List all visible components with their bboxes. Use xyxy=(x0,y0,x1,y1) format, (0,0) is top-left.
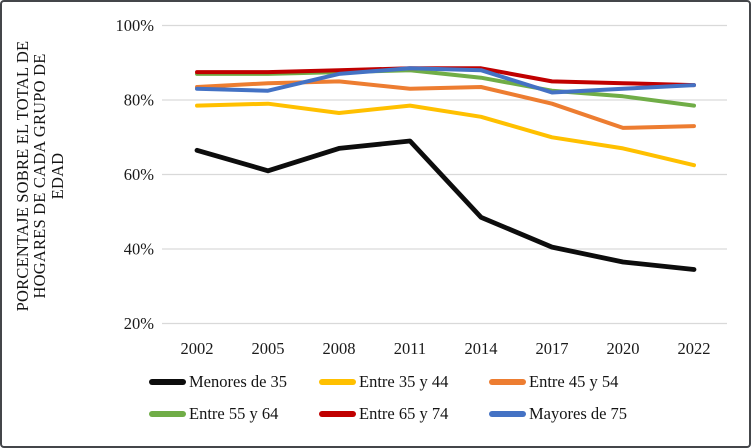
legend: Menores de 35 Entre 35 y 44 Entre 45 y 54 E… xyxy=(149,371,659,425)
x-tick-label: 2020 xyxy=(607,339,640,358)
legend-label: Entre 55 y 64 xyxy=(189,404,279,423)
legend-swatch-icon xyxy=(149,411,186,417)
y-tick-label: 80% xyxy=(124,91,155,110)
legend-label: Entre 35 y 44 xyxy=(359,372,449,391)
legend-label: Entre 45 y 54 xyxy=(529,372,619,391)
y-tick-label: 20% xyxy=(124,314,155,333)
legend-swatch-icon xyxy=(319,379,356,385)
legend-label: Mayores de 75 xyxy=(529,404,628,423)
legend-swatch-icon xyxy=(489,379,526,385)
x-tick-label: 2017 xyxy=(536,339,569,358)
legend-item: Mayores de 75 xyxy=(489,403,659,425)
series-line-entre-45-y-54 xyxy=(195,79,696,130)
x-tick-label: 2011 xyxy=(394,339,426,358)
x-tick-label: 2014 xyxy=(465,339,498,358)
legend-item: Entre 45 y 54 xyxy=(489,371,659,393)
y-tick-label: 100% xyxy=(116,16,155,35)
legend-swatch-icon xyxy=(319,411,356,417)
legend-label: Menores de 35 xyxy=(189,372,288,391)
x-tick-label: 2002 xyxy=(181,339,214,358)
y-tick-label: 40% xyxy=(124,240,155,259)
legend-swatch-icon xyxy=(149,379,186,385)
legend-item: Menores de 35 xyxy=(149,371,319,393)
x-tick-label: 2022 xyxy=(678,339,711,358)
legend-swatch-icon xyxy=(489,411,526,417)
legend-item: Entre 35 y 44 xyxy=(319,371,489,393)
legend-item: Entre 65 y 74 xyxy=(319,403,489,425)
legend-item: Entre 55 y 64 xyxy=(149,403,319,425)
x-tick-label: 2005 xyxy=(252,339,285,358)
series-line-entre-35-y-44 xyxy=(195,101,696,168)
series-line-menores-de-35 xyxy=(194,138,697,272)
legend-label: Entre 65 y 74 xyxy=(359,404,449,423)
y-tick-label: 60% xyxy=(124,165,155,184)
x-tick-label: 2008 xyxy=(323,339,356,358)
series-line-mayores-de-75 xyxy=(195,66,696,95)
